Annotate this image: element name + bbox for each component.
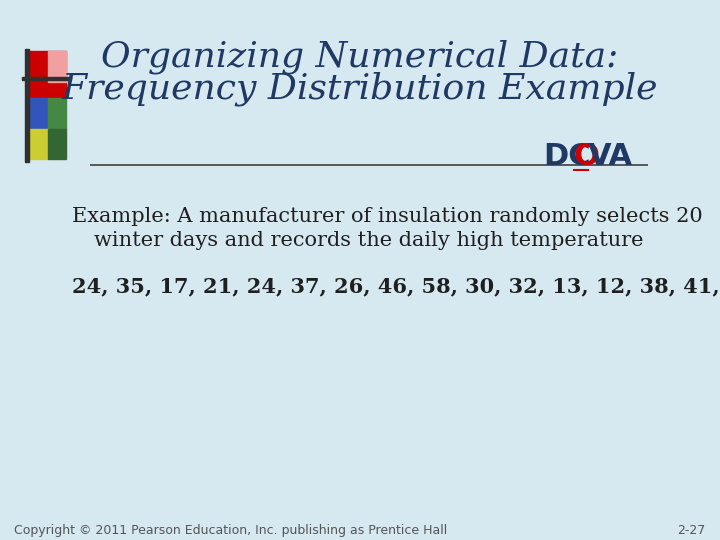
Text: O: O xyxy=(574,142,600,171)
Bar xyxy=(48,98,66,129)
Text: Copyright © 2011 Pearson Education, Inc. publishing as Prentice Hall: Copyright © 2011 Pearson Education, Inc.… xyxy=(14,524,448,537)
Bar xyxy=(29,98,48,129)
Bar xyxy=(25,49,29,162)
Text: Frequency Distribution Example: Frequency Distribution Example xyxy=(62,72,658,106)
Text: DC: DC xyxy=(544,142,591,171)
Text: VA: VA xyxy=(588,142,633,171)
Bar xyxy=(48,51,66,82)
Text: winter days and records the daily high temperature: winter days and records the daily high t… xyxy=(94,231,643,250)
Bar xyxy=(22,77,71,80)
Bar xyxy=(29,129,48,159)
Text: Example: A manufacturer of insulation randomly selects 20: Example: A manufacturer of insulation ra… xyxy=(72,206,703,226)
Text: 2-27: 2-27 xyxy=(678,524,706,537)
Bar xyxy=(29,51,66,97)
Text: 24, 35, 17, 21, 24, 37, 26, 46, 58, 30, 32, 13, 12, 38, 41, 43, 44, 27, 53, 27: 24, 35, 17, 21, 24, 37, 26, 46, 58, 30, … xyxy=(72,276,720,296)
Bar xyxy=(48,129,66,159)
Text: Organizing Numerical Data:: Organizing Numerical Data: xyxy=(102,39,618,74)
